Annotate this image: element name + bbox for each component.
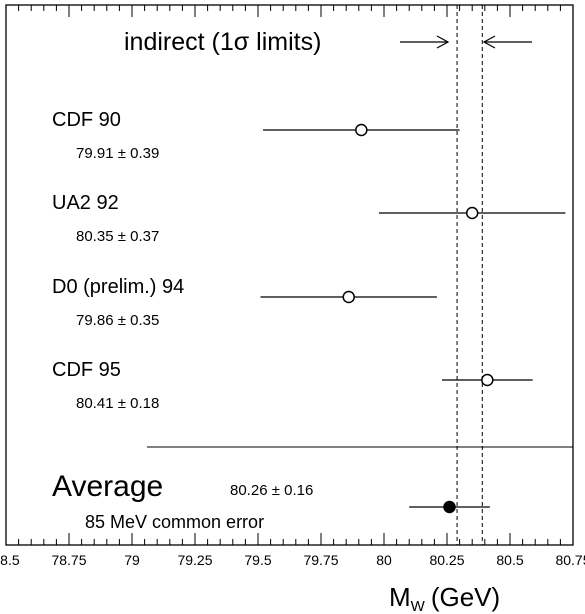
value-label: 79.86 ± 0.35 <box>76 312 159 329</box>
x-tick-label: 80.5 <box>496 552 523 568</box>
category-label: D0 (prelim.) 94 <box>52 276 184 298</box>
plot-frame <box>5 4 574 546</box>
x-tick-label: 80.25 <box>429 552 464 568</box>
value-label: 79.91 ± 0.39 <box>76 145 159 162</box>
value-label: 80.41 ± 0.18 <box>76 395 159 412</box>
value-label: 80.35 ± 0.37 <box>76 228 159 245</box>
point <box>481 373 494 387</box>
annotation: indirect (1σ limits) <box>124 28 321 56</box>
common-error-note: 85 MeV common error <box>85 512 264 532</box>
x-tick-label: 79.25 <box>177 552 212 568</box>
point <box>342 290 355 304</box>
category-label: CDF 95 <box>52 359 121 381</box>
x-label-sub: W <box>411 598 426 614</box>
x-label-main: M <box>389 582 411 612</box>
arrows <box>400 35 532 49</box>
x-tick-label: 79.5 <box>244 552 271 568</box>
x-tick-label: 80 <box>376 552 392 568</box>
x-tick-label: 79 <box>124 552 140 568</box>
point <box>443 500 456 514</box>
x-tick-label: 79.75 <box>303 552 338 568</box>
point <box>465 206 479 220</box>
x-label-unit: (GeV) <box>431 582 500 612</box>
x-tick-label: 78.5 <box>0 552 20 568</box>
x-axis-label: MW (GeV) <box>389 582 500 614</box>
category-label: Average <box>52 470 163 503</box>
point <box>355 123 368 137</box>
category-label: CDF 90 <box>52 109 121 131</box>
x-tick-label: 78.75 <box>51 552 86 568</box>
value-label: 80.26 ± 0.16 <box>230 482 313 499</box>
category-label: UA2 92 <box>52 192 119 214</box>
x-tick-label: 80.75 <box>555 552 585 568</box>
